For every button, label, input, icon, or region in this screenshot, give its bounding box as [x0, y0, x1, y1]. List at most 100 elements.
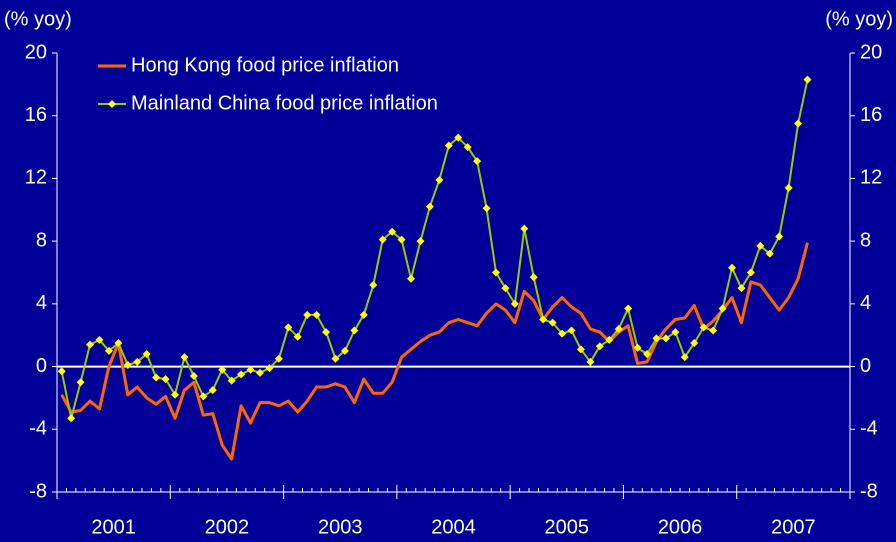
marker: [322, 328, 331, 337]
marker: [340, 346, 349, 355]
marker: [709, 326, 718, 335]
y2-tick-label: 16: [860, 104, 882, 126]
marker: [312, 310, 321, 319]
marker: [359, 310, 368, 319]
marker: [454, 133, 463, 142]
marker: [416, 237, 425, 246]
marker: [548, 318, 557, 327]
marker: [539, 315, 548, 324]
marker: [274, 354, 283, 363]
y-tick-label: 4: [36, 292, 47, 314]
marker: [152, 373, 161, 382]
y-tick-label: 0: [36, 355, 47, 377]
marker: [794, 119, 803, 128]
marker: [529, 273, 538, 282]
marker: [350, 326, 359, 335]
x-tick-label: 2007: [771, 516, 816, 538]
marker: [180, 353, 189, 362]
marker: [293, 332, 302, 341]
x-tick-label: 2005: [545, 516, 590, 538]
x-tick-label: 2003: [318, 516, 363, 538]
marker: [680, 353, 689, 362]
y-tick-label: 12: [25, 167, 47, 189]
marker: [784, 183, 793, 192]
y2-tick-label: 0: [860, 355, 871, 377]
series-line: [60, 79, 809, 420]
marker: [142, 350, 151, 359]
marker: [765, 249, 774, 258]
marker: [661, 334, 670, 343]
marker: [397, 235, 406, 244]
x-tick-label: 2004: [431, 516, 476, 538]
marker: [104, 346, 113, 355]
legend-marker: [108, 100, 116, 108]
marker: [718, 304, 727, 313]
marker: [133, 357, 142, 366]
y-tick-label: 16: [25, 104, 47, 126]
marker: [227, 376, 236, 385]
marker: [633, 343, 642, 352]
y-tick-label: 20: [25, 41, 47, 63]
marker: [265, 364, 274, 373]
marker: [727, 263, 736, 272]
x-tick-label: 2002: [205, 516, 250, 538]
marker: [388, 227, 397, 236]
y-tick-label: 8: [36, 229, 47, 251]
marker: [378, 235, 387, 244]
marker: [652, 334, 661, 343]
marker: [803, 75, 812, 84]
series-line: [60, 242, 809, 461]
marker: [255, 368, 264, 377]
marker: [57, 367, 66, 376]
legend-label: Mainland China food price inflation: [131, 92, 438, 114]
marker: [369, 281, 378, 290]
marker: [123, 361, 132, 370]
marker: [425, 202, 434, 211]
marker: [737, 284, 746, 293]
marker: [690, 339, 699, 348]
marker: [595, 342, 604, 351]
marker: [218, 365, 227, 374]
marker: [473, 157, 482, 166]
x-tick-label: 2001: [91, 516, 136, 538]
y-tick-label: -4: [29, 418, 47, 440]
marker: [576, 345, 585, 354]
marker: [482, 204, 491, 213]
marker: [284, 323, 293, 332]
y-tick-label: -8: [29, 480, 47, 502]
marker: [643, 350, 652, 359]
marker: [567, 326, 576, 335]
marker: [435, 175, 444, 184]
marker: [444, 141, 453, 150]
marker: [208, 386, 217, 395]
marker: [463, 143, 472, 152]
marker: [586, 357, 595, 366]
marker: [86, 340, 95, 349]
y2-tick-label: -8: [860, 480, 878, 502]
y2-tick-label: -4: [860, 418, 878, 440]
y2-tick-label: 4: [860, 292, 871, 314]
marker: [491, 268, 500, 277]
marker: [699, 323, 708, 332]
marker: [756, 241, 765, 250]
marker: [614, 324, 623, 333]
marker: [67, 414, 76, 423]
marker: [510, 299, 519, 308]
marker: [331, 354, 340, 363]
y-axis-label: (% yoy): [4, 8, 72, 30]
marker: [246, 365, 255, 374]
marker: [161, 375, 170, 384]
marker: [624, 304, 633, 313]
y2-tick-label: 20: [860, 41, 882, 63]
marker: [671, 328, 680, 337]
marker: [558, 329, 567, 338]
marker: [95, 335, 104, 344]
y2-axis-label: (% yoy): [825, 8, 893, 30]
marker: [114, 339, 123, 348]
x-tick-label: 2006: [658, 516, 703, 538]
marker: [237, 370, 246, 379]
marker: [171, 390, 180, 399]
marker: [407, 274, 416, 283]
